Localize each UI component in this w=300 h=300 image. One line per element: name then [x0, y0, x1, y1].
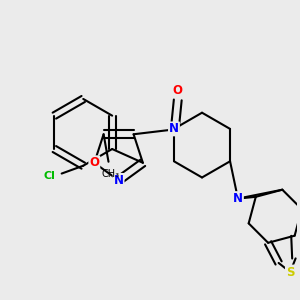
Text: N: N	[233, 192, 243, 205]
Text: O: O	[89, 156, 99, 169]
Text: S: S	[286, 266, 294, 278]
Text: N: N	[114, 174, 124, 187]
Text: N: N	[169, 122, 179, 135]
Text: O: O	[173, 84, 183, 97]
Text: CH₃: CH₃	[101, 169, 119, 178]
Text: Cl: Cl	[44, 170, 56, 181]
